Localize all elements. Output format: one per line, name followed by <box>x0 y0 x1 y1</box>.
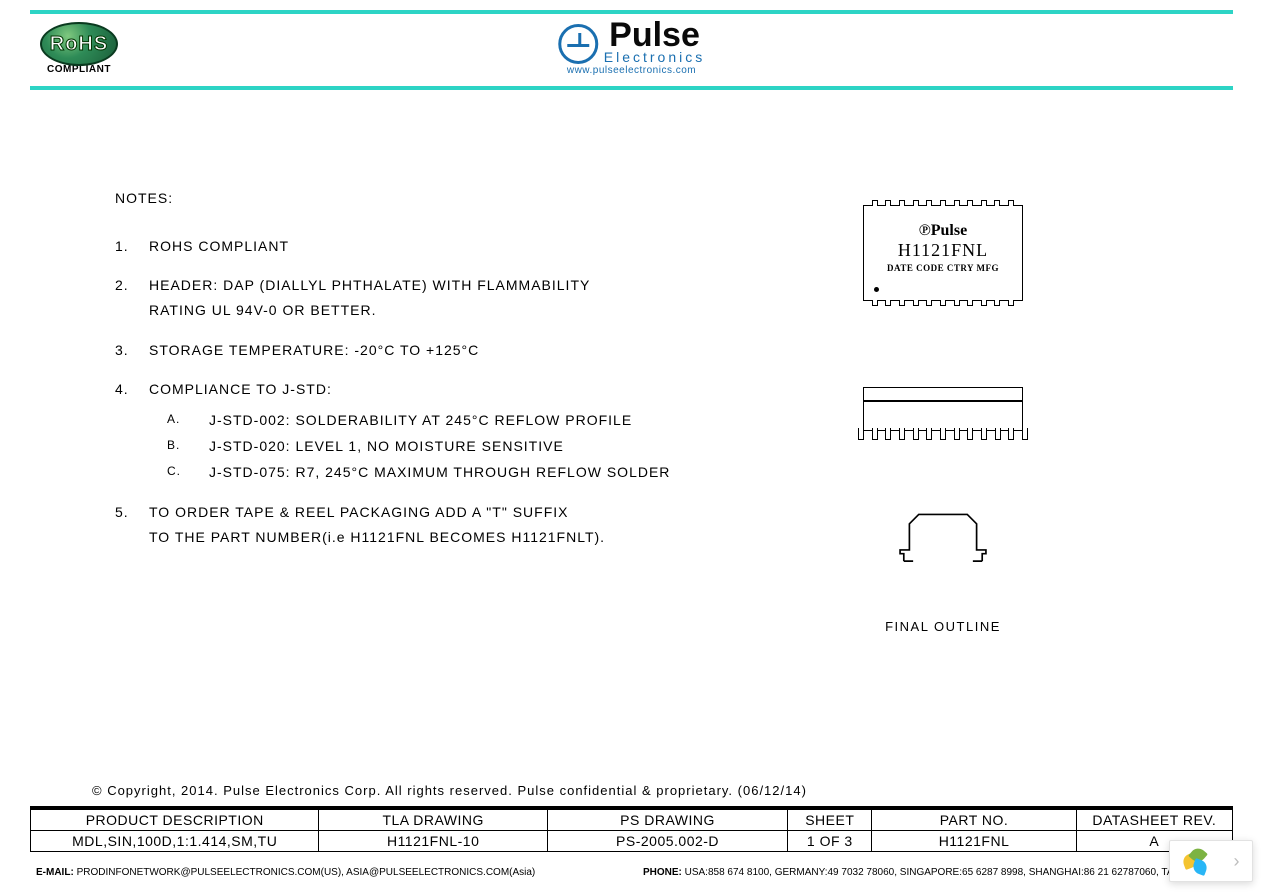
pin-icon <box>1008 200 1014 206</box>
email-label: E-MAIL: <box>36 867 74 878</box>
pin-icon <box>1008 428 1014 440</box>
note-number: 1. <box>115 234 149 259</box>
pin-icon <box>981 428 987 440</box>
note-number: 2. <box>115 273 149 323</box>
table-data-cell: H1121FNL <box>872 831 1076 852</box>
component-side-pins <box>858 428 1028 440</box>
final-outline-label: FINAL OUTLINE <box>863 619 1023 634</box>
chat-widget[interactable]: › <box>1169 840 1253 882</box>
pin-icon <box>858 428 864 440</box>
table-header-cell: PS DRAWING <box>547 808 787 831</box>
pin-icon <box>967 428 973 440</box>
table-header-cell: PRODUCT DESCRIPTION <box>31 808 319 831</box>
pin-icon <box>926 428 932 440</box>
phone-text: USA:858 674 8100, GERMANY:49 7032 78060,… <box>685 867 1227 878</box>
pin-icon <box>994 300 1000 306</box>
pin-icon <box>940 428 946 440</box>
footer-phone: PHONE: USA:858 674 8100, GERMANY:49 7032… <box>643 867 1227 878</box>
rohs-globe-icon: RoHS <box>40 22 118 66</box>
component-drawings: ℗Pulse H1121FNL DATE CODE CTRY MFG FINAL… <box>863 205 1023 634</box>
pin-icon <box>967 300 973 306</box>
pulse-url: www.pulseelectronics.com <box>558 65 705 76</box>
pin-icon <box>913 300 919 306</box>
pin-icon <box>913 200 919 206</box>
pin-icon <box>872 428 878 440</box>
pin-icon <box>940 200 946 206</box>
pulse-sub: Electronics <box>604 49 705 65</box>
pin-icon <box>954 300 960 306</box>
pin1-indicator-icon <box>874 287 879 292</box>
rohs-badge: RoHS COMPLIANT <box>40 22 118 75</box>
table-data-row: MDL,SIN,100D,1:1.414,SM,TUH1121FNL-10PS-… <box>31 831 1233 852</box>
note-subletter: B. <box>167 434 209 460</box>
table-header-cell: SHEET <box>788 808 872 831</box>
component-part-number: H1121FNL <box>864 240 1022 261</box>
pin-icon <box>899 300 905 306</box>
header-bottom-divider <box>30 86 1233 90</box>
pin-icon <box>1008 300 1014 306</box>
pin-icon <box>885 200 891 206</box>
pin-icon <box>885 428 891 440</box>
table-data-cell: MDL,SIN,100D,1:1.414,SM,TU <box>31 831 319 852</box>
component-top-view: ℗Pulse H1121FNL DATE CODE CTRY MFG <box>863 205 1023 301</box>
pin-icon <box>994 200 1000 206</box>
component-date-code: DATE CODE CTRY MFG <box>864 263 1022 273</box>
table-data-cell: H1121FNL-10 <box>319 831 547 852</box>
phone-label: PHONE: <box>643 867 682 878</box>
pin-icon <box>967 200 973 206</box>
table-header-cell: TLA DRAWING <box>319 808 547 831</box>
pin-icon <box>899 200 905 206</box>
pulse-logo: Pulse Electronics www.pulseelectronics.c… <box>558 20 705 76</box>
chat-expand-icon[interactable]: › <box>1234 851 1240 872</box>
component-side-view <box>863 387 1023 431</box>
table-header-cell: DATASHEET REV. <box>1076 808 1232 831</box>
pin-icon <box>954 428 960 440</box>
header: RoHS COMPLIANT Pulse Electronics www.pul… <box>30 14 1233 86</box>
table-data-cell: PS-2005.002-D <box>547 831 787 852</box>
pin-icon <box>872 200 878 206</box>
pin-icon <box>954 200 960 206</box>
email-text: PRODINFONETWORK@PULSEELECTRONICS.COM(US)… <box>77 867 536 878</box>
component-top-pins-lower <box>864 300 1022 306</box>
pin-icon <box>940 300 946 306</box>
chat-logo-icon <box>1183 848 1209 874</box>
pin-icon <box>926 200 932 206</box>
pin-icon <box>899 428 905 440</box>
note-number: 3. <box>115 338 149 363</box>
pin-icon <box>1022 428 1028 440</box>
pin-icon <box>926 300 932 306</box>
note-subletter: C. <box>167 460 209 486</box>
pin-icon <box>995 428 1001 440</box>
note-subletter: A. <box>167 408 209 434</box>
pin-icon <box>981 200 987 206</box>
table-header-cell: PART NO. <box>872 808 1076 831</box>
pin-icon <box>872 300 878 306</box>
table-header-row: PRODUCT DESCRIPTIONTLA DRAWINGPS DRAWING… <box>31 808 1233 831</box>
component-brand-label: ℗Pulse <box>864 222 1022 240</box>
component-top-pins-upper <box>864 200 1022 206</box>
title-block: PRODUCT DESCRIPTIONTLA DRAWINGPS DRAWING… <box>30 806 1233 852</box>
note-subtext: J-STD-020: LEVEL 1, NO MOISTURE SENSITIV… <box>209 434 564 460</box>
note-number: 5. <box>115 500 149 550</box>
note-number: 4. <box>115 377 149 486</box>
title-block-table: PRODUCT DESCRIPTIONTLA DRAWINGPS DRAWING… <box>30 806 1233 852</box>
footer-contact: E-MAIL: PRODINFONETWORK@PULSEELECTRONICS… <box>30 867 1233 878</box>
note-subtext: J-STD-002: SOLDERABILITY AT 245°C REFLOW… <box>209 408 632 434</box>
datasheet-page: RoHS COMPLIANT Pulse Electronics www.pul… <box>30 10 1233 892</box>
rohs-text: RoHS <box>50 33 108 56</box>
component-end-view <box>895 507 991 563</box>
pin-icon <box>885 300 891 306</box>
pin-icon <box>981 300 987 306</box>
pulse-name: Pulse <box>604 20 705 51</box>
pin-icon <box>913 428 919 440</box>
footer-email: E-MAIL: PRODINFONETWORK@PULSEELECTRONICS… <box>36 867 535 878</box>
copyright-text: © Copyright, 2014. Pulse Electronics Cor… <box>92 783 807 798</box>
table-data-cell: 1 OF 3 <box>788 831 872 852</box>
pulse-wave-icon <box>558 24 598 64</box>
note-subtext: J-STD-075: R7, 245°C MAXIMUM THROUGH REF… <box>209 460 670 486</box>
